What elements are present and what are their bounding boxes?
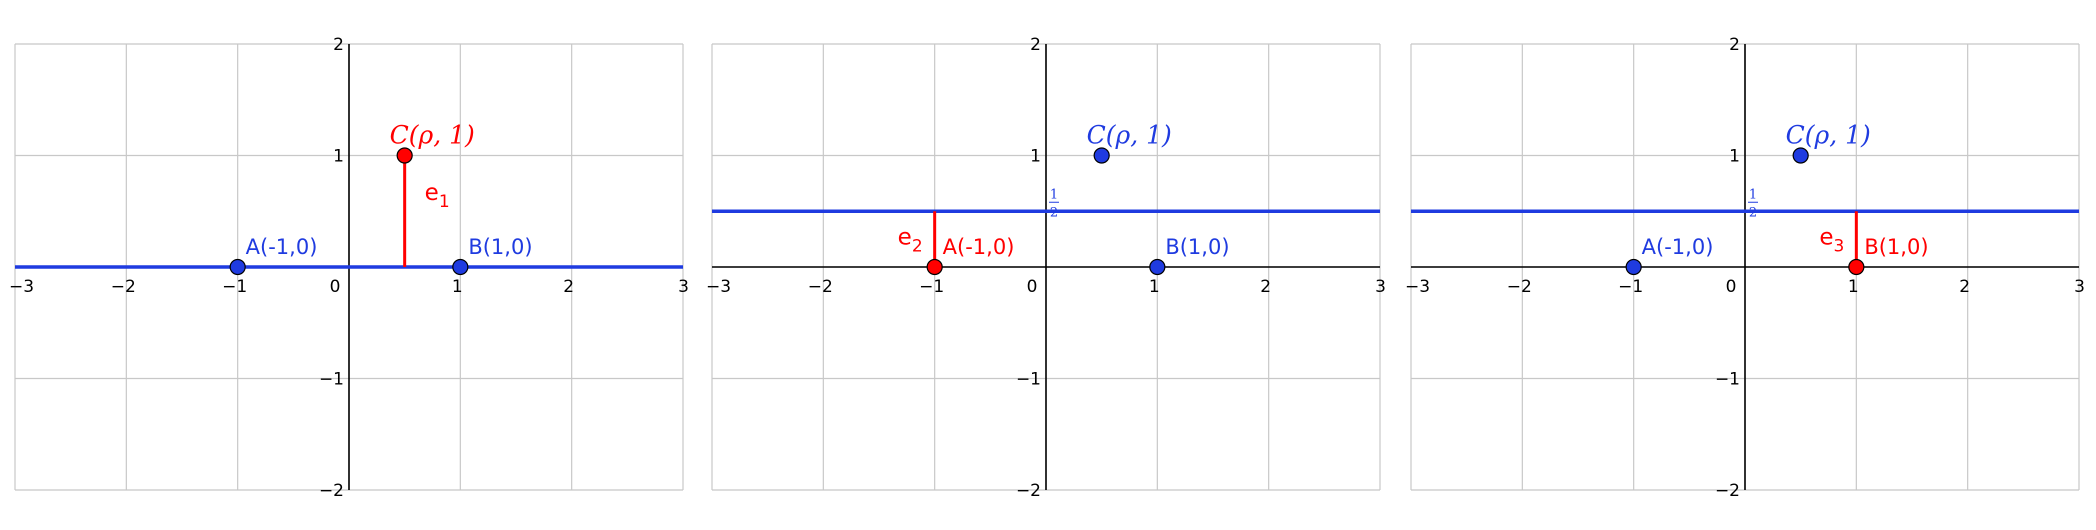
x-tick-label: 3 [2074, 277, 2085, 297]
x-tick-label: 3 [1375, 277, 1386, 297]
point-label-B: B(1,0) [1864, 235, 1928, 259]
point-label-A: A(-1,0) [943, 235, 1015, 259]
point-A [1625, 258, 1642, 276]
y-tick-label: 2 [333, 35, 344, 55]
y-tick-label: 1 [1030, 147, 1041, 167]
y-tick-label: −1 [319, 370, 344, 390]
point-C [1792, 147, 1809, 164]
point-A [926, 258, 943, 276]
x-tick-label: 2 [563, 277, 574, 297]
x-tick-label: 2 [1260, 277, 1271, 297]
half-label-denominator: 2 [1050, 205, 1058, 220]
x-tick-label: 0 [1027, 277, 1038, 297]
point-C [1093, 147, 1110, 164]
x-tick-label: 0 [1726, 277, 1737, 297]
error-label-letter: e [898, 225, 912, 251]
point-label-A: A(-1,0) [1642, 235, 1714, 259]
y-tick-label: 1 [333, 147, 344, 167]
point-B [452, 258, 469, 276]
y-tick-label: 2 [1030, 35, 1041, 55]
x-tick-label: −3 [9, 277, 34, 297]
x-tick-label: −2 [808, 277, 833, 297]
x-tick-label: −2 [111, 277, 136, 297]
x-tick-label: 0 [330, 277, 341, 297]
point-label-B: B(1,0) [468, 235, 532, 259]
point-B [1848, 258, 1865, 276]
error-label-subscript: 1 [439, 192, 450, 212]
x-tick-label: 3 [678, 277, 689, 297]
x-tick-label: 1 [452, 277, 463, 297]
error-label-letter: e [1819, 225, 1833, 251]
point-C [396, 147, 413, 164]
y-tick-label: 2 [1729, 35, 1740, 55]
y-tick-label: 1 [1729, 147, 1740, 167]
x-tick-label: −1 [222, 277, 247, 297]
y-tick-label: −2 [319, 481, 344, 501]
error-label: e2 [898, 225, 923, 257]
x-tick-label: 1 [1848, 277, 1859, 297]
half-label-denominator: 2 [1749, 205, 1757, 220]
half-label-numerator: 1 [1749, 187, 1757, 202]
point-label-B: B(1,0) [1165, 235, 1229, 259]
x-tick-label: −1 [1618, 277, 1643, 297]
point-label-C: C(ρ, 1) [1087, 121, 1172, 150]
y-tick-label: −1 [1016, 370, 1041, 390]
half-label-numerator: 1 [1050, 187, 1058, 202]
point-A [229, 258, 246, 276]
error-label-letter: e [425, 180, 439, 206]
x-tick-label: −3 [706, 277, 731, 297]
error-label: e3 [1819, 225, 1844, 257]
error-label-subscript: 3 [1834, 237, 1845, 257]
point-label-C: C(ρ, 1) [1786, 121, 1871, 150]
x-tick-label: 1 [1149, 277, 1160, 297]
x-tick-label: −1 [919, 277, 944, 297]
x-tick-label: 2 [1959, 277, 1970, 297]
error-label: e1 [425, 180, 450, 212]
error-label-subscript: 2 [912, 237, 923, 257]
y-tick-label: −2 [1715, 481, 1740, 501]
point-B [1149, 258, 1166, 276]
y-tick-label: −2 [1016, 481, 1041, 501]
point-label-A: A(-1,0) [246, 235, 318, 259]
x-tick-label: −3 [1405, 277, 1430, 297]
point-label-C: C(ρ, 1) [390, 121, 475, 150]
x-tick-label: −2 [1507, 277, 1532, 297]
y-tick-label: −1 [1715, 370, 1740, 390]
